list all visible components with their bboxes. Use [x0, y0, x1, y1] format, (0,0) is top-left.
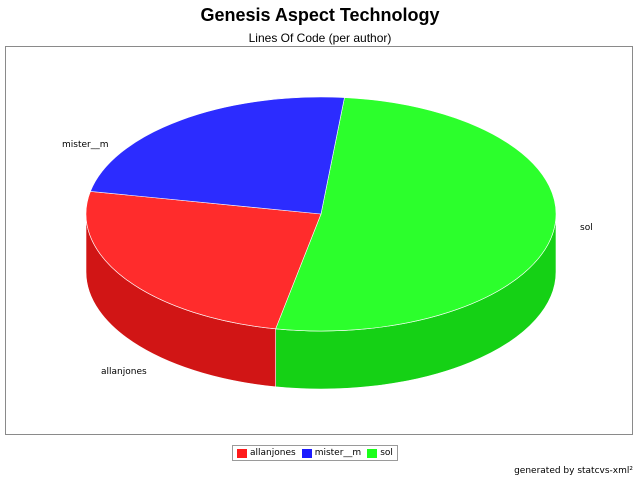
legend-item-allanjones: allanjones	[237, 448, 296, 458]
slice-label-mister-m: mister__m	[62, 140, 109, 150]
pie-slice-allanjones	[85, 191, 322, 330]
pie-slice-sol	[275, 97, 557, 332]
chart-title: Genesis Aspect Technology	[200, 5, 440, 25]
generator-credit: generated by statcvs-xml²	[514, 466, 633, 476]
chart-subtitle: Lines Of Code (per author)	[248, 31, 392, 45]
legend-label: sol	[380, 448, 393, 458]
legend: allanjones mister__m sol	[232, 445, 398, 461]
legend-swatch-allanjones	[237, 448, 247, 458]
pie-slice-mister-m	[89, 96, 345, 215]
slice-label-sol: sol	[580, 223, 593, 233]
legend-label: allanjones	[250, 448, 296, 458]
legend-label: mister__m	[314, 448, 362, 458]
slice-label-allanjones: allanjones	[101, 367, 147, 377]
legend-swatch-sol	[367, 448, 378, 458]
legend-item-mister-m: mister__m	[301, 448, 362, 458]
legend-item-sol: sol	[367, 448, 393, 458]
legend-swatch-mister-m	[301, 448, 312, 458]
